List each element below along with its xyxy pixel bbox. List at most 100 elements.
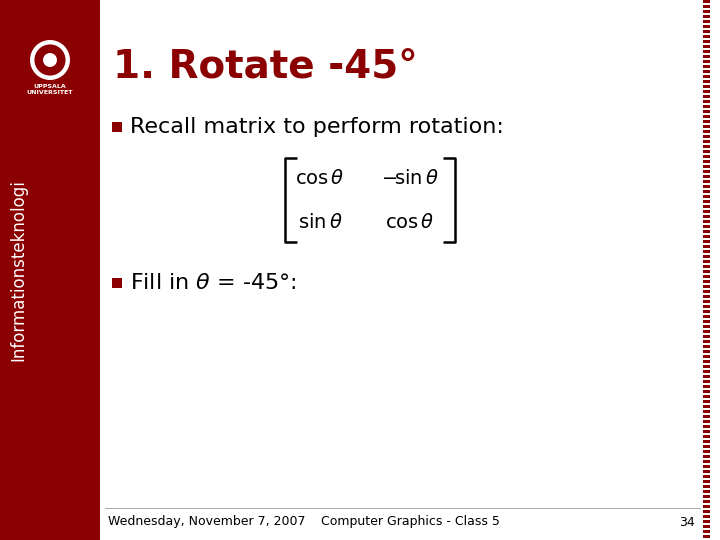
Bar (703, 235, 710, 238)
Bar (703, 155, 710, 158)
Bar (703, 255, 710, 258)
Bar (703, 90, 710, 93)
Bar (703, 350, 710, 353)
Bar (703, 55, 710, 58)
Bar (703, 490, 710, 493)
Bar (703, 405, 710, 408)
Bar (703, 180, 710, 183)
Bar (703, 430, 710, 433)
Bar (0, 0, 100, 540)
Bar (703, 510, 710, 513)
Bar (703, 105, 710, 108)
Bar (703, 40, 710, 43)
Bar (703, 240, 710, 243)
Bar (703, 225, 710, 228)
Bar (703, 375, 710, 378)
Bar (703, 385, 710, 388)
Bar (703, 310, 710, 313)
Bar (703, 480, 710, 483)
Bar (112, 122, 122, 132)
Bar (703, 125, 710, 128)
Bar (703, 35, 710, 38)
Bar (703, 520, 710, 523)
Bar (703, 50, 710, 53)
Text: 1. Rotate -45°: 1. Rotate -45° (113, 47, 418, 85)
Bar (703, 20, 710, 23)
Bar (703, 170, 710, 173)
Bar (703, 420, 710, 423)
Bar (703, 500, 710, 503)
Bar (703, 205, 710, 208)
Bar (703, 45, 710, 48)
Bar (703, 270, 710, 273)
Bar (703, 360, 710, 363)
Circle shape (34, 44, 66, 76)
Bar (703, 65, 710, 68)
Bar (703, 525, 710, 528)
Circle shape (43, 53, 57, 67)
Bar (703, 470, 710, 473)
Bar (703, 395, 710, 398)
Bar (703, 325, 710, 328)
Bar (703, 190, 710, 193)
Bar (703, 220, 710, 223)
Bar (703, 505, 710, 508)
Bar (703, 60, 710, 63)
Bar (703, 160, 710, 163)
Text: UPPSALA
UNIVERSITET: UPPSALA UNIVERSITET (27, 84, 73, 95)
Bar (703, 305, 710, 308)
Bar (703, 250, 710, 253)
Text: 34: 34 (679, 516, 695, 529)
Bar (703, 200, 710, 203)
Bar (703, 110, 710, 113)
Bar (703, 335, 710, 338)
Text: Recall matrix to perform rotation:: Recall matrix to perform rotation: (130, 117, 504, 137)
Bar (703, 530, 710, 533)
Bar (703, 330, 710, 333)
Bar (703, 340, 710, 343)
Bar (703, 165, 710, 168)
Bar (703, 355, 710, 358)
Bar (703, 280, 710, 283)
Bar (703, 15, 710, 18)
Bar (703, 410, 710, 413)
Bar (703, 295, 710, 298)
Bar (703, 145, 710, 148)
Bar (703, 175, 710, 178)
Bar (703, 210, 710, 213)
Text: $\cos\theta$: $\cos\theta$ (295, 168, 345, 187)
Bar (703, 115, 710, 118)
Bar (703, 300, 710, 303)
Bar (703, 475, 710, 478)
Text: $\cos\theta$: $\cos\theta$ (385, 213, 435, 232)
Bar (703, 140, 710, 143)
Bar (703, 130, 710, 133)
Bar (703, 390, 710, 393)
Bar (703, 455, 710, 458)
Text: Fill in $\theta$ = -45°:: Fill in $\theta$ = -45°: (130, 273, 297, 293)
Bar (703, 460, 710, 463)
Bar (703, 450, 710, 453)
Bar (703, 150, 710, 153)
Bar (703, 435, 710, 438)
Bar (703, 515, 710, 518)
Bar (703, 495, 710, 498)
Bar (703, 275, 710, 278)
Bar (703, 80, 710, 83)
Bar (703, 0, 710, 3)
Bar (703, 260, 710, 263)
Bar (703, 320, 710, 323)
Bar (703, 370, 710, 373)
Bar (703, 245, 710, 248)
Bar (703, 85, 710, 88)
Bar (703, 265, 710, 268)
Bar (703, 440, 710, 443)
Bar (703, 25, 710, 28)
Bar (703, 290, 710, 293)
Bar (703, 535, 710, 538)
Text: Wednesday, November 7, 2007: Wednesday, November 7, 2007 (108, 516, 305, 529)
Bar (703, 215, 710, 218)
Bar (703, 120, 710, 123)
Bar (112, 278, 122, 288)
Bar (703, 415, 710, 418)
